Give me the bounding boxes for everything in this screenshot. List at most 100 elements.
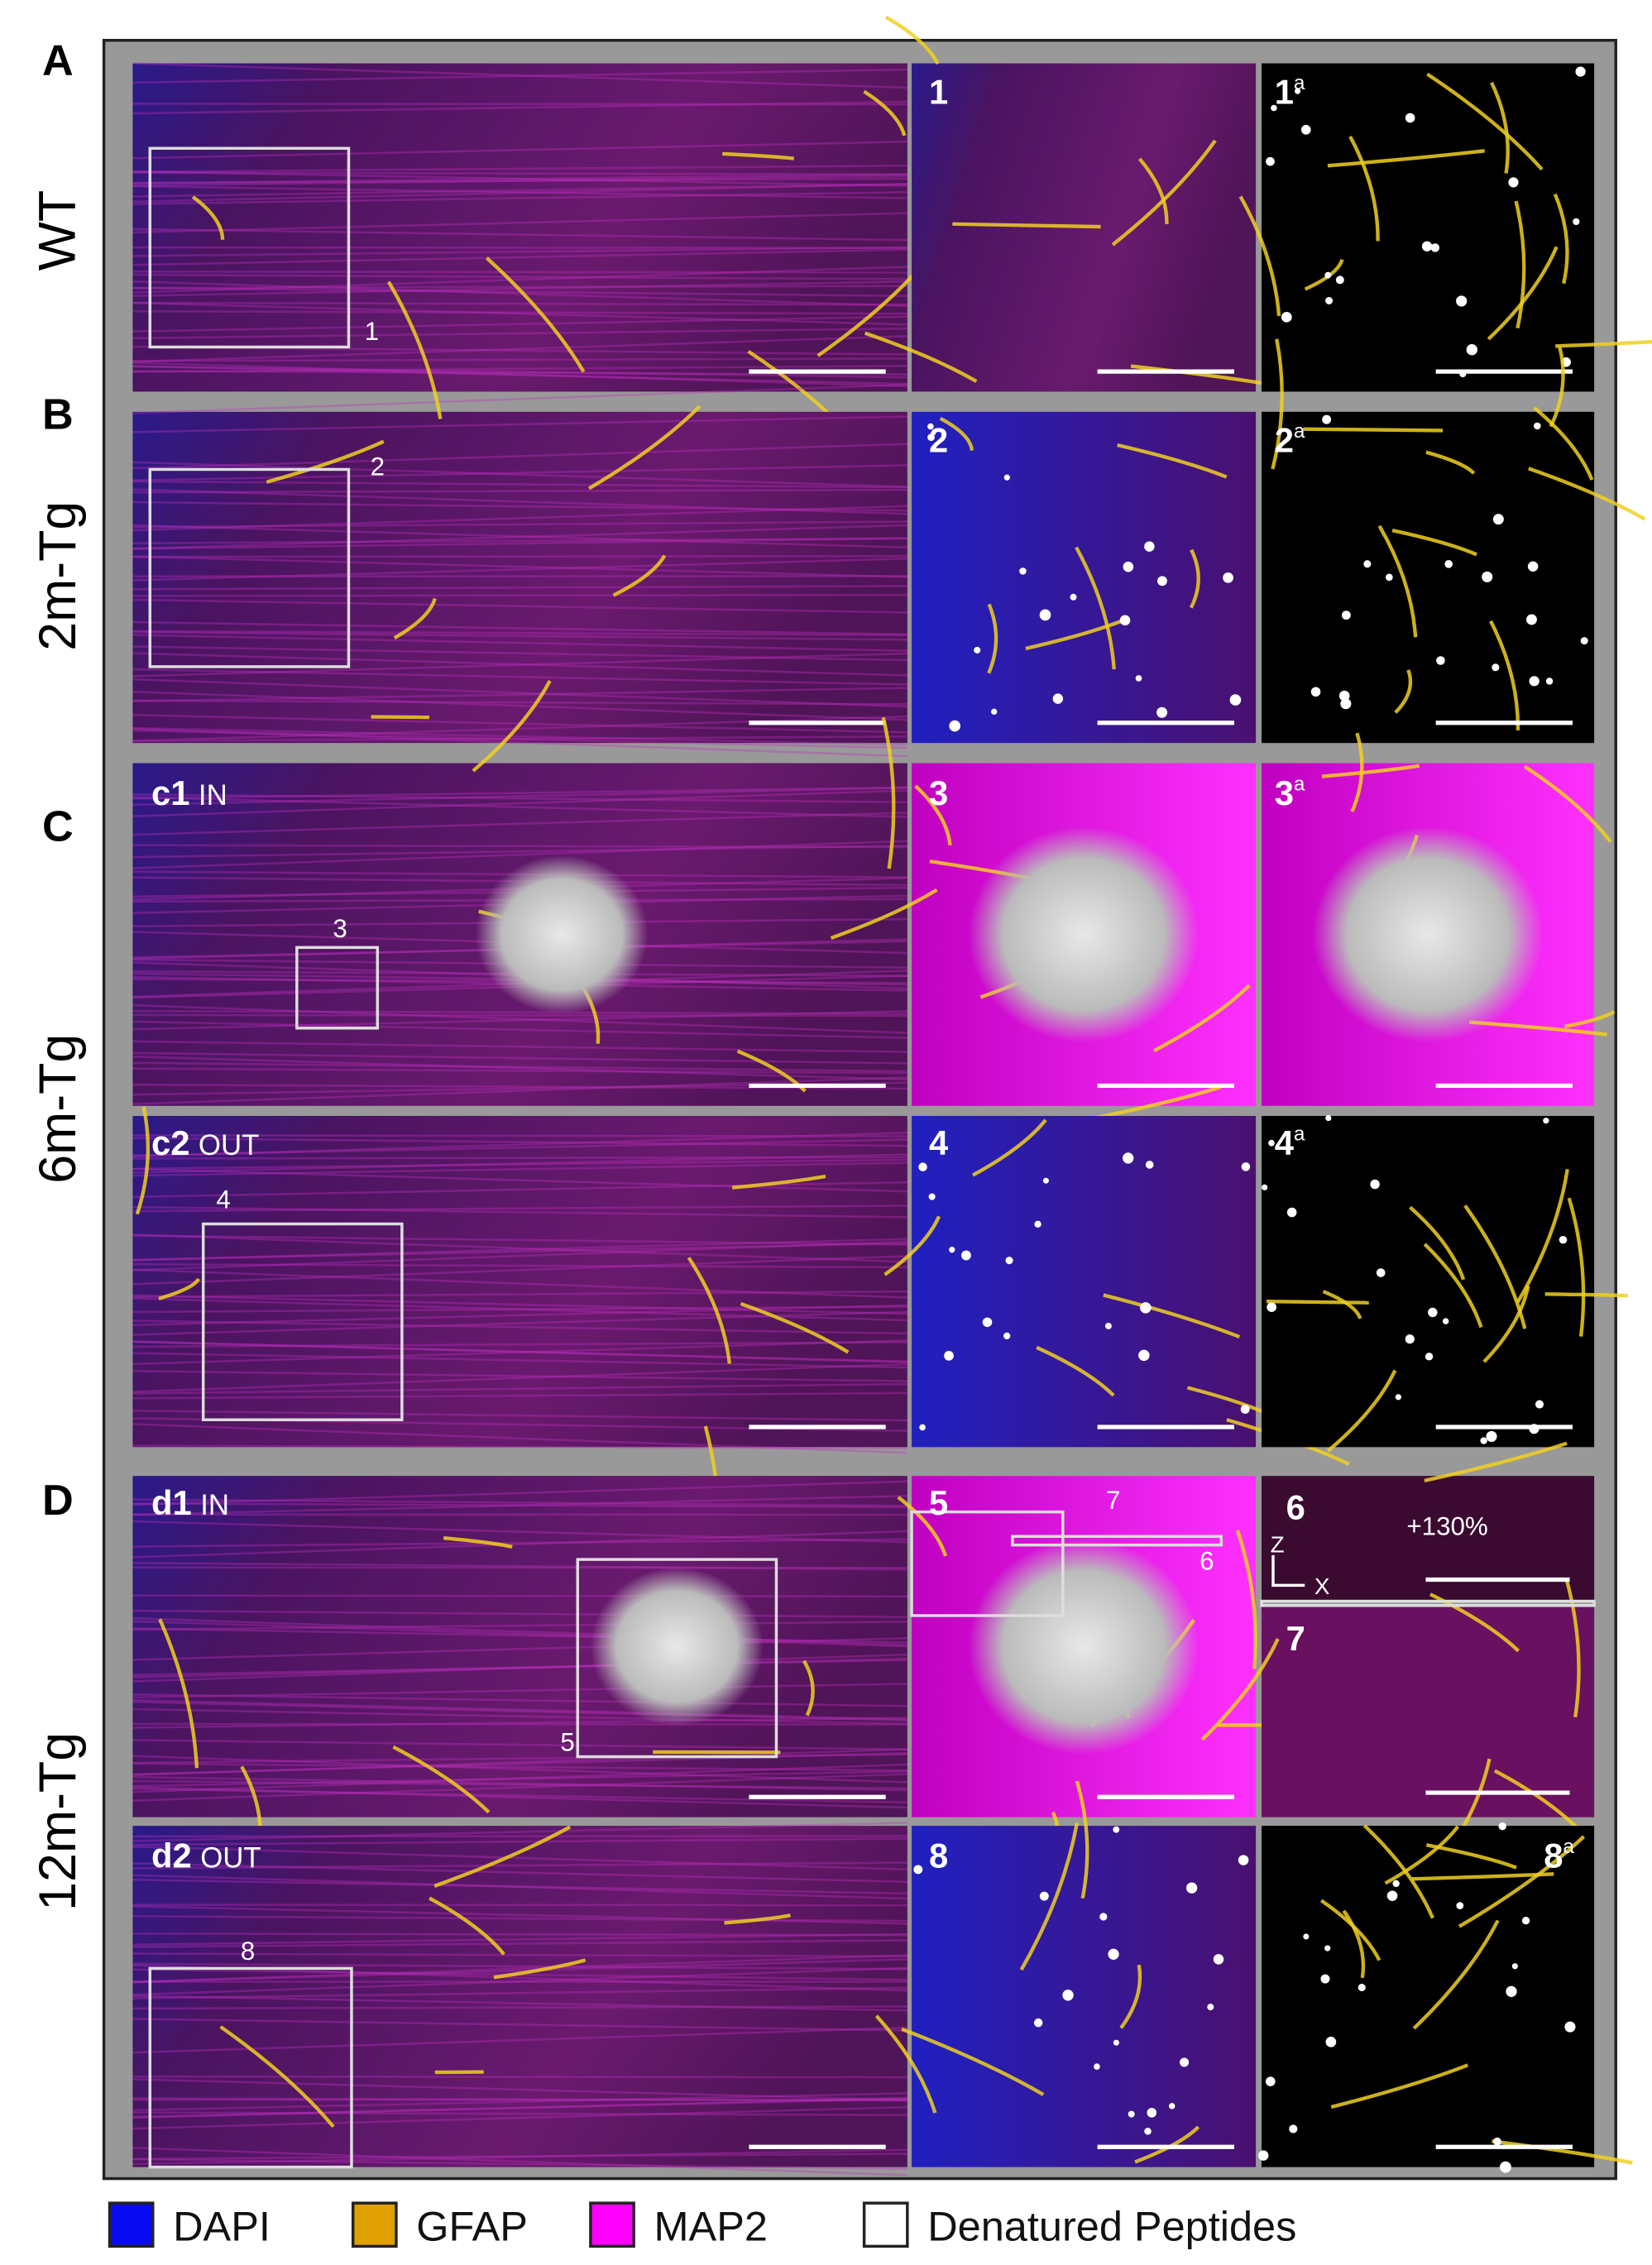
peptide-dot [1144, 541, 1155, 552]
fiber [132, 164, 907, 174]
fiber [132, 1915, 907, 1923]
fiber [132, 1234, 907, 1246]
fiber [132, 227, 907, 242]
astrocyte-process [1493, 1769, 1583, 1833]
annotation: +130% [1406, 1512, 1487, 1541]
fiber [132, 2018, 907, 2032]
panel-label: 8a [1544, 1836, 1574, 1875]
panel-label: 7 [1286, 1619, 1305, 1658]
astrocyte-process [830, 888, 938, 940]
fiber [132, 690, 907, 721]
panel-label: 4 [929, 1123, 948, 1162]
fiber [132, 191, 907, 205]
peptide-dot [1559, 1235, 1568, 1244]
peptide-dot [1325, 2037, 1337, 2047]
image-panel [1238, 63, 1652, 392]
panel-label-main: c2 [151, 1123, 189, 1162]
peptide-dot [1324, 271, 1332, 279]
fiber [132, 1530, 907, 1559]
panel-label: 5 [929, 1483, 948, 1522]
astrocyte-process [1134, 2125, 1200, 2164]
astrocyte-process [1384, 1825, 1460, 1885]
box-label: 7 [1106, 1486, 1120, 1515]
inset-box [148, 1966, 353, 2169]
fiber [132, 1739, 907, 1751]
peptide-dot [1486, 1430, 1497, 1443]
panel-label-main: 1 [929, 72, 948, 111]
fiber [132, 1954, 907, 1984]
fiber [132, 1966, 907, 1996]
row-label: 12m-Tg [29, 1732, 87, 1911]
panel-label-main: 8 [1544, 1836, 1563, 1875]
fiber [132, 1051, 907, 1065]
fiber [132, 415, 907, 433]
image-panel [1262, 338, 1646, 744]
fiber [132, 1698, 907, 1721]
panel-label: 6 [1286, 1487, 1305, 1526]
fiber [132, 1822, 907, 1842]
astrocyte-process [1152, 984, 1251, 1053]
peptide-dot [1456, 295, 1468, 307]
astrocyte-process [1377, 524, 1418, 638]
peptide-dot [1033, 2018, 1043, 2028]
peptide-dot [1456, 1902, 1464, 1909]
peptide-dot [1062, 1990, 1074, 2001]
peptide-dot [1241, 1162, 1251, 1171]
astrocyte-process [266, 439, 385, 484]
fiber [132, 1862, 907, 1884]
inset-box [1011, 1535, 1223, 1547]
inset-box [910, 1510, 1065, 1617]
image-panel [912, 411, 1257, 744]
fiber [132, 537, 907, 545]
fiber [132, 1657, 907, 1678]
fiber [132, 1502, 907, 1509]
fiber [132, 1620, 907, 1648]
peptide-dot [927, 423, 934, 430]
fiber [132, 1609, 907, 1619]
astrocyte-process [802, 1659, 815, 1717]
fiber [132, 246, 907, 257]
fiber [132, 1932, 907, 1937]
fiber [132, 812, 907, 836]
astrocyte-process [914, 784, 952, 846]
fiber [132, 365, 907, 385]
peptide-dot [1376, 1268, 1386, 1277]
peptide-dot [1123, 1152, 1134, 1164]
panel-label-main: 4 [1275, 1123, 1294, 1162]
fiber [132, 1238, 907, 1262]
fiber [132, 1138, 907, 1157]
astrocyte-process [158, 1618, 199, 1769]
peptide-dot [949, 1247, 955, 1253]
fiber [132, 645, 907, 662]
astrocyte-process [740, 1301, 850, 1354]
fiber [132, 364, 907, 373]
inset-box [201, 1222, 404, 1421]
peptide-dot [1042, 1177, 1049, 1184]
panel-label-main: d2 [151, 1836, 192, 1875]
plaque [968, 1538, 1199, 1755]
panel-label-main: 3 [929, 773, 948, 812]
astrocyte-process [1555, 339, 1652, 348]
astrocyte-process [863, 89, 907, 136]
fiber [132, 1779, 907, 1789]
fiber [132, 1268, 907, 1299]
inset-box [1260, 1599, 1596, 1607]
fiber [132, 1707, 907, 1725]
fiber [132, 1167, 907, 1193]
fiber [132, 1786, 907, 1809]
astrocyte-process [1482, 1286, 1530, 1363]
fiber [132, 1205, 907, 1219]
fiber [132, 309, 907, 315]
peptide-dot [1480, 1437, 1487, 1444]
peptide-dot [1262, 1184, 1268, 1190]
fiber [132, 1161, 907, 1177]
panel-letter: B [42, 391, 74, 439]
box-label: 2 [371, 452, 385, 481]
fiber [132, 1962, 907, 1971]
fiber [132, 480, 907, 489]
fiber [132, 1788, 907, 1803]
fiber [132, 1137, 907, 1147]
fiber [132, 845, 907, 859]
fiber [132, 1352, 907, 1369]
